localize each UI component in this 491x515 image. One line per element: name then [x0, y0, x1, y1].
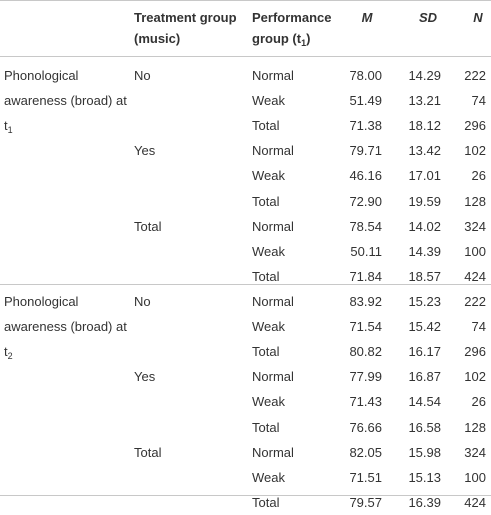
- header-cell: M: [361, 10, 373, 25]
- cell: 16.87: [408, 369, 441, 385]
- cell: Normal: [252, 444, 294, 460]
- header-text: ): [306, 31, 311, 46]
- cell: 14.39: [408, 243, 441, 259]
- cell: 128: [464, 419, 486, 435]
- cell: 78.54: [349, 218, 382, 234]
- cell: Total: [252, 419, 280, 435]
- cell: Normal: [252, 143, 294, 159]
- rule: [0, 284, 491, 285]
- cell: 78.00: [349, 68, 382, 83]
- header-text: Performance group (t: [252, 10, 332, 46]
- cell: 26: [471, 168, 486, 184]
- treatment-cell: Yes: [134, 143, 156, 159]
- cell: 100: [464, 243, 486, 259]
- cell: 51.49: [349, 93, 382, 109]
- cell: Weak: [252, 319, 285, 335]
- cell: 16.39: [408, 494, 441, 510]
- header-cell: SD: [418, 10, 438, 25]
- cell: 15.42: [408, 319, 441, 335]
- cell: 128: [464, 193, 486, 209]
- cell: 324: [464, 444, 486, 460]
- cell: Weak: [252, 93, 285, 109]
- cell: Weak: [252, 394, 285, 410]
- cell: 296: [464, 118, 486, 134]
- cell: 14.54: [408, 394, 441, 410]
- cell: 71.54: [349, 319, 382, 335]
- cell: 82.05: [349, 444, 382, 460]
- cell: 18.57: [408, 268, 441, 284]
- header-cell: Performance group (t1): [252, 7, 342, 49]
- cell: 16.17: [408, 344, 441, 360]
- cell: Total: [252, 344, 280, 360]
- header-cell: N: [473, 10, 483, 25]
- cell: 15.23: [408, 294, 441, 309]
- cell: 77.99: [349, 369, 382, 385]
- cell: Total: [252, 494, 280, 510]
- treatment-cell: No: [134, 68, 151, 83]
- cell: 71.38: [349, 118, 382, 134]
- cell: 72.90: [349, 193, 382, 209]
- cell: 13.42: [408, 143, 441, 159]
- treatment-cell: Total: [134, 444, 162, 460]
- cell: 296: [464, 344, 486, 360]
- cell: Normal: [252, 294, 294, 309]
- cell: 16.58: [408, 419, 441, 435]
- cell: Normal: [252, 68, 294, 83]
- cell: Weak: [252, 168, 285, 184]
- treatment-cell: Total: [134, 218, 162, 234]
- label-text: Phonological awareness (broad) at t: [4, 294, 127, 359]
- cell: 14.29: [408, 68, 441, 83]
- cell: 46.16: [349, 168, 382, 184]
- cell: Total: [252, 118, 280, 134]
- row-label: Phonological awareness (broad) at t2: [4, 289, 129, 364]
- subscript: 1: [301, 38, 307, 48]
- cell: 100: [464, 469, 486, 485]
- cell: 15.98: [408, 444, 441, 460]
- cell: 50.11: [350, 243, 382, 259]
- label-text: Phonological awareness (broad) at t: [4, 68, 127, 133]
- cell: Total: [252, 193, 280, 209]
- cell: 74: [471, 93, 486, 109]
- cell: 102: [464, 143, 486, 159]
- cell: 76.66: [349, 419, 382, 435]
- treatment-cell: Yes: [134, 369, 156, 385]
- subscript: 2: [7, 351, 13, 361]
- cell: 18.12: [408, 118, 441, 134]
- cell: 15.13: [408, 469, 441, 485]
- row-label: Phonological awareness (broad) at t1: [4, 63, 129, 138]
- cell: 83.92: [349, 294, 382, 309]
- cell: 14.02: [408, 218, 441, 234]
- treatment-cell: No: [134, 294, 151, 309]
- cell: Weak: [252, 469, 285, 485]
- cell: 424: [464, 494, 486, 510]
- cell: 19.59: [408, 193, 441, 209]
- cell: 222: [464, 68, 486, 83]
- header-cell: Treatment group (music): [134, 10, 237, 46]
- rule: [0, 0, 491, 1]
- cell: 71.43: [349, 394, 382, 410]
- cell: 17.01: [408, 168, 441, 184]
- cell: 80.82: [349, 344, 382, 360]
- cell: 102: [464, 369, 486, 385]
- cell: Normal: [252, 369, 294, 385]
- cell: 424: [464, 268, 486, 284]
- subscript: 1: [7, 125, 13, 135]
- cell: 13.21: [408, 93, 441, 109]
- cell: 26: [471, 394, 486, 410]
- cell: 222: [464, 294, 486, 309]
- cell: 79.57: [349, 494, 382, 510]
- cell: Weak: [252, 243, 285, 259]
- cell: 71.51: [349, 469, 382, 485]
- cell: 74: [471, 319, 486, 335]
- rule: [0, 56, 491, 57]
- cell: 324: [464, 218, 486, 234]
- cell: 71.84: [349, 268, 382, 284]
- cell: Normal: [252, 218, 294, 234]
- cell: Total: [252, 268, 280, 284]
- cell: 79.71: [349, 143, 382, 159]
